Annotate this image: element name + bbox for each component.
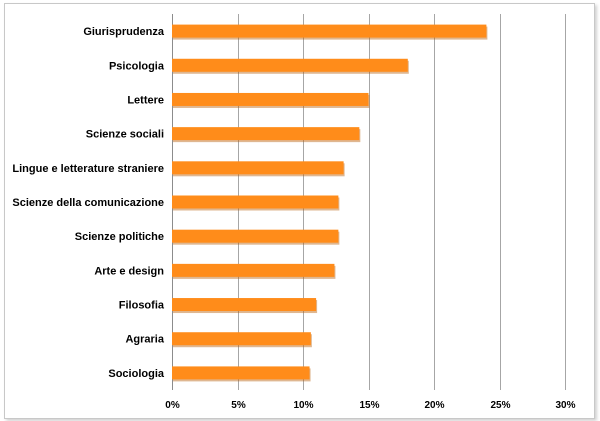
- bar: [172, 58, 408, 72]
- bar: [172, 298, 317, 312]
- category-label: Psicologia: [109, 60, 165, 72]
- bar: [172, 195, 339, 209]
- bar: [172, 24, 487, 38]
- category-label: Lettere: [127, 94, 164, 106]
- bar: [172, 366, 310, 380]
- chart-frame: [4, 3, 595, 419]
- bar: [172, 161, 344, 175]
- category-label: Lingue e letterature straniere: [12, 163, 164, 175]
- x-tick-label: 30%: [555, 400, 575, 411]
- bar: [172, 229, 339, 243]
- bar: [172, 263, 335, 277]
- category-label: Agraria: [125, 334, 164, 346]
- category-label: Scienze politiche: [75, 231, 164, 243]
- x-tick-labels: 0% 5% 10% 15% 20% 25% 30%: [165, 400, 575, 411]
- bar: [172, 92, 369, 106]
- bar: [172, 332, 311, 346]
- x-tick-label: 20%: [424, 400, 444, 411]
- x-tick-label: 10%: [293, 400, 313, 411]
- category-label: Scienze sociali: [86, 129, 164, 141]
- category-label: Giurisprudenza: [83, 26, 165, 38]
- category-label: Arte e design: [94, 265, 164, 277]
- x-tick-label: 25%: [490, 400, 510, 411]
- category-label: Scienze della comunicazione: [12, 197, 164, 209]
- x-tick-label: 0%: [165, 400, 180, 411]
- category-label: Filosofia: [119, 300, 165, 312]
- bars: [172, 24, 488, 382]
- gridlines: [172, 14, 566, 390]
- category-labels: Giurisprudenza Psicologia Lettere Scienze s…: [12, 26, 164, 380]
- category-label: Sociologia: [108, 368, 165, 380]
- x-tick-label: 5%: [231, 400, 246, 411]
- x-tick-label: 15%: [359, 400, 379, 411]
- bar: [172, 127, 360, 141]
